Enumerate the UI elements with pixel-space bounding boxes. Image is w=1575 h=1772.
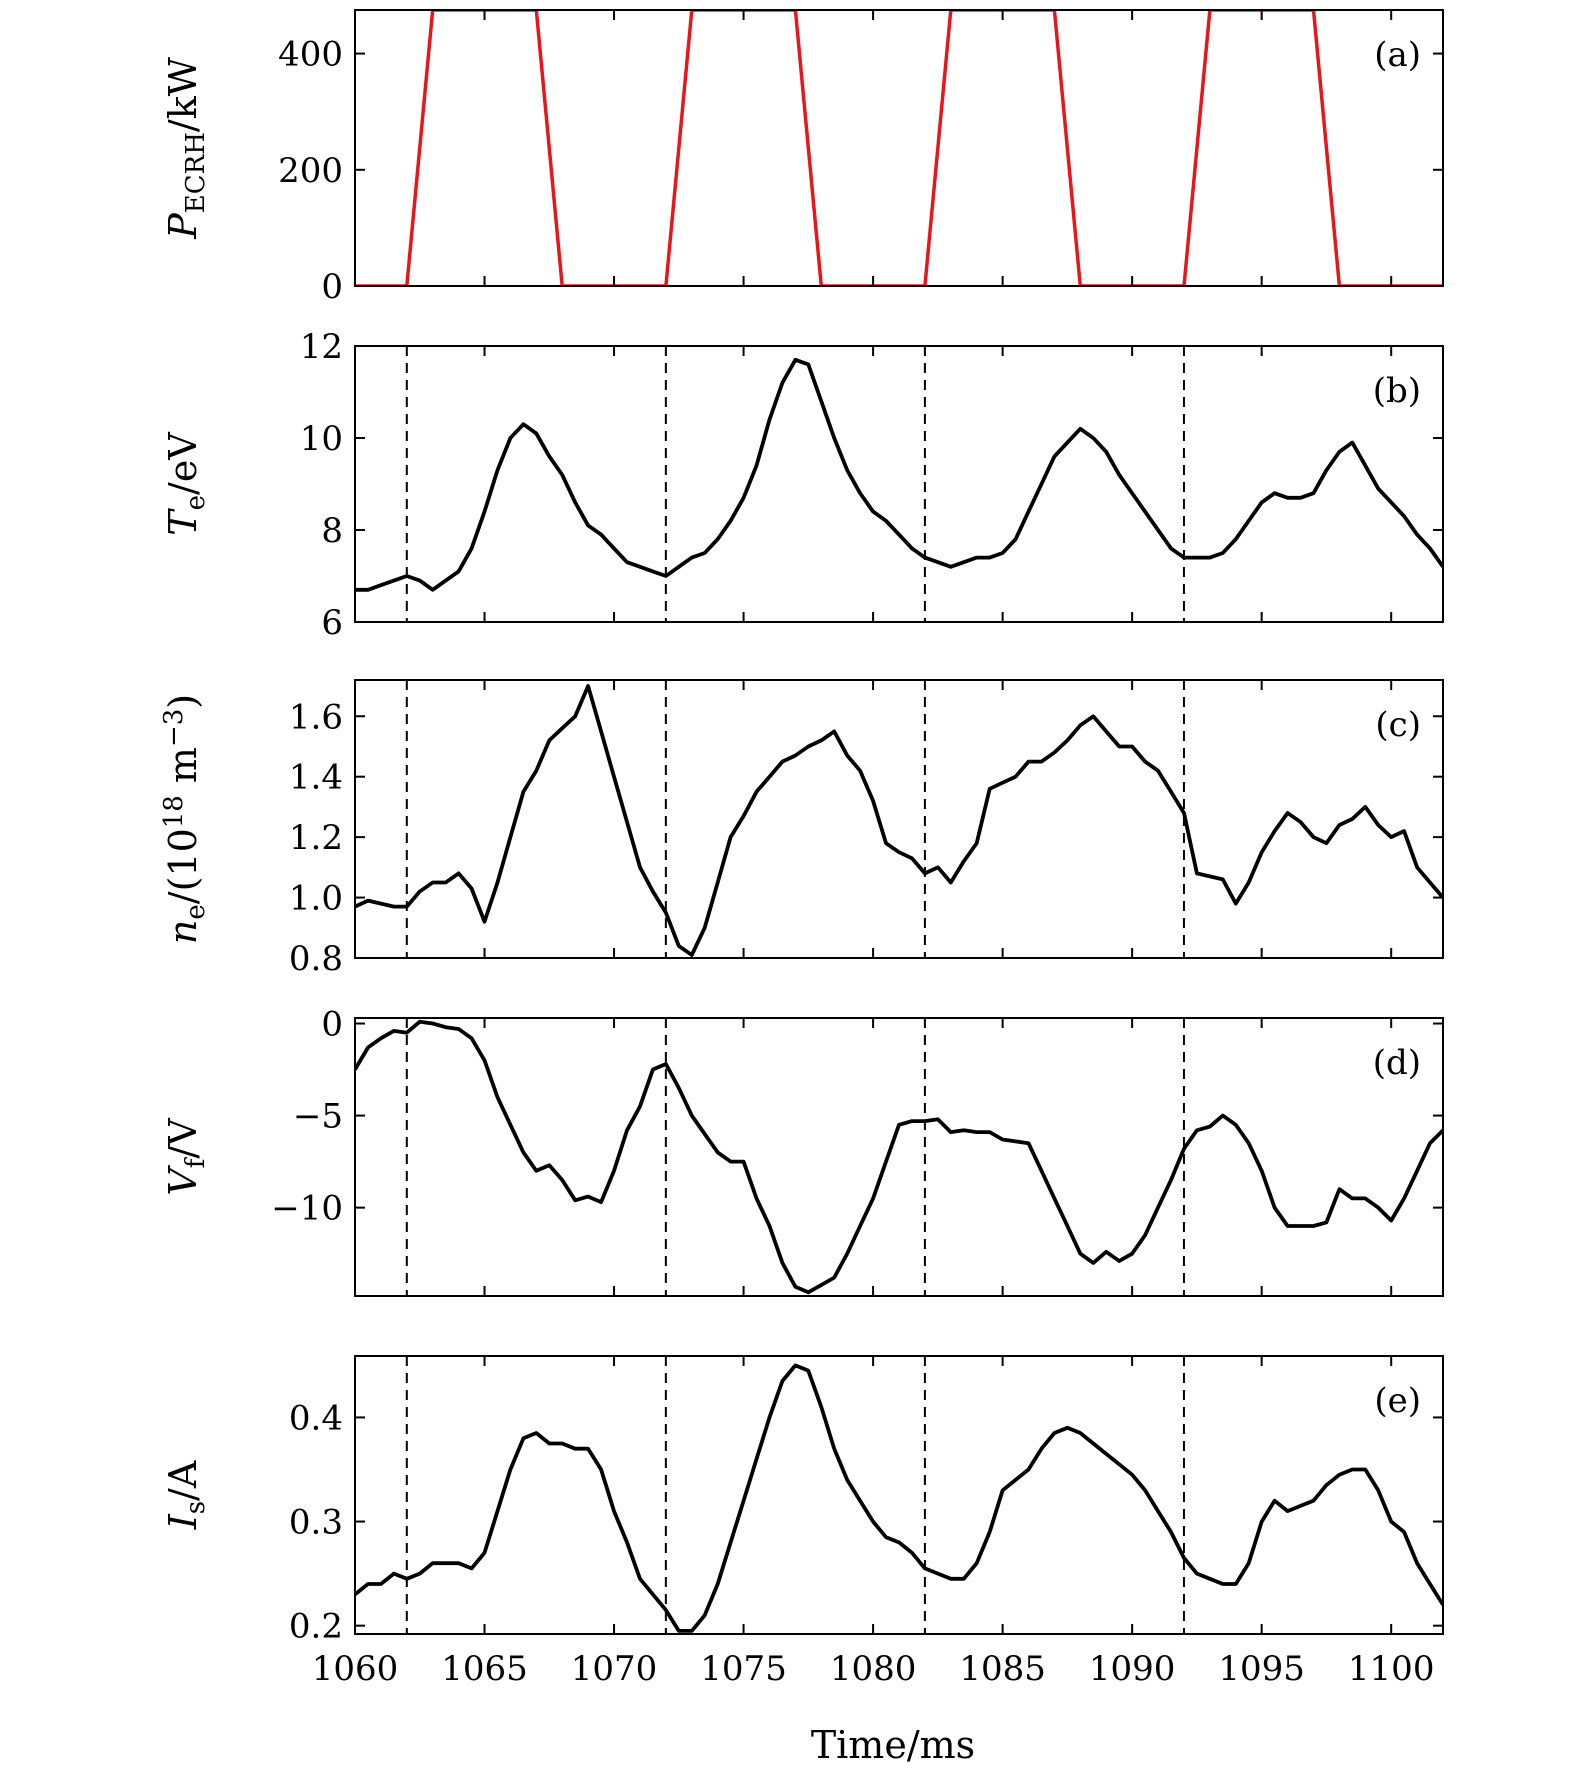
- x-tick-label-7: 1095: [1218, 1649, 1305, 1689]
- x-tick-label-8: 1100: [1348, 1649, 1435, 1689]
- panel-b: 6 8 10 12 (b) Te/eV: [161, 327, 1444, 643]
- panel-c: 0.8 1.0 1.2 1.4 1.6 (c) ne/(1018 m−3): [159, 679, 1444, 979]
- plot-frame-a: [354, 9, 1444, 287]
- x-tick-label-1: 1065: [441, 1649, 528, 1689]
- series-line-a-0: [355, 10, 1443, 286]
- y-tick-label-a-0: 0: [321, 267, 343, 307]
- x-tick-label-0: 1060: [312, 1649, 399, 1689]
- x-tick-label-2: 1070: [571, 1649, 658, 1689]
- y-tick-label-b-0: 6: [321, 603, 343, 643]
- series-line-b-0: [355, 357, 1443, 592]
- series-line-d-0: [355, 1019, 1443, 1295]
- panel-tag-b: (b): [1373, 371, 1421, 411]
- plot-frame-c: [354, 679, 1444, 959]
- x-tick-label-4: 1080: [830, 1649, 917, 1689]
- x-tick-label-6: 1090: [1089, 1649, 1176, 1689]
- panels-group: 0 200 400 (a) PECRH/kW 6 8 10 12 (b) Te/eV 0.8 1.0 1.…: [159, 9, 1444, 1689]
- y-axis-label-a: PECRH/kW: [161, 57, 211, 240]
- y-tick-label-a-1: 200: [278, 151, 343, 191]
- y-tick-label-d-2: 0: [321, 1005, 343, 1045]
- y-tick-label-b-1: 8: [321, 511, 343, 551]
- y-tick-label-d-0: −10: [271, 1189, 343, 1229]
- y-tick-label-c-3: 1.4: [289, 758, 343, 798]
- y-axis-label-b: Te/eV: [161, 432, 211, 536]
- panel-tag-d: (d): [1373, 1043, 1421, 1083]
- panel-tag-a: (a): [1374, 35, 1421, 75]
- x-axis-label: Time/ms: [811, 1723, 975, 1767]
- series-line-c-0: [355, 684, 1443, 957]
- y-tick-label-b-3: 12: [300, 327, 343, 367]
- y-axis-label-c: ne/(1018 m−3): [159, 694, 211, 944]
- panel-tag-e: (e): [1374, 1381, 1421, 1421]
- y-axis-label-d: Vf/V: [161, 1118, 211, 1196]
- series-line-e-0: [355, 1363, 1443, 1633]
- x-tick-label-3: 1075: [700, 1649, 787, 1689]
- y-tick-label-a-2: 400: [278, 35, 343, 75]
- y-tick-label-b-2: 10: [300, 419, 343, 459]
- plot-frame-e: [354, 1355, 1444, 1635]
- y-tick-label-c-4: 1.6: [289, 697, 343, 737]
- y-tick-label-e-2: 0.4: [289, 1398, 343, 1438]
- y-axis-label-e: Is/A: [161, 1460, 211, 1530]
- y-tick-label-d-1: −5: [293, 1097, 343, 1137]
- plot-frame-b: [354, 345, 1444, 623]
- y-tick-label-c-2: 1.2: [289, 818, 343, 858]
- y-tick-label-c-1: 1.0: [289, 879, 343, 919]
- panel-e: 0.2 0.3 0.4 (e) Is/A: [161, 1355, 1444, 1647]
- y-tick-label-e-1: 0.3: [289, 1503, 343, 1543]
- x-tick-label-5: 1085: [959, 1649, 1046, 1689]
- panel-a: 0 200 400 (a) PECRH/kW: [161, 9, 1444, 307]
- y-tick-label-c-0: 0.8: [289, 939, 343, 979]
- panel-d: −10 −5 0 (d) Vf/V: [161, 1005, 1444, 1297]
- y-tick-label-e-0: 0.2: [289, 1607, 343, 1647]
- plot-frame-d: [354, 1017, 1444, 1297]
- panel-tag-c: (c): [1375, 705, 1421, 745]
